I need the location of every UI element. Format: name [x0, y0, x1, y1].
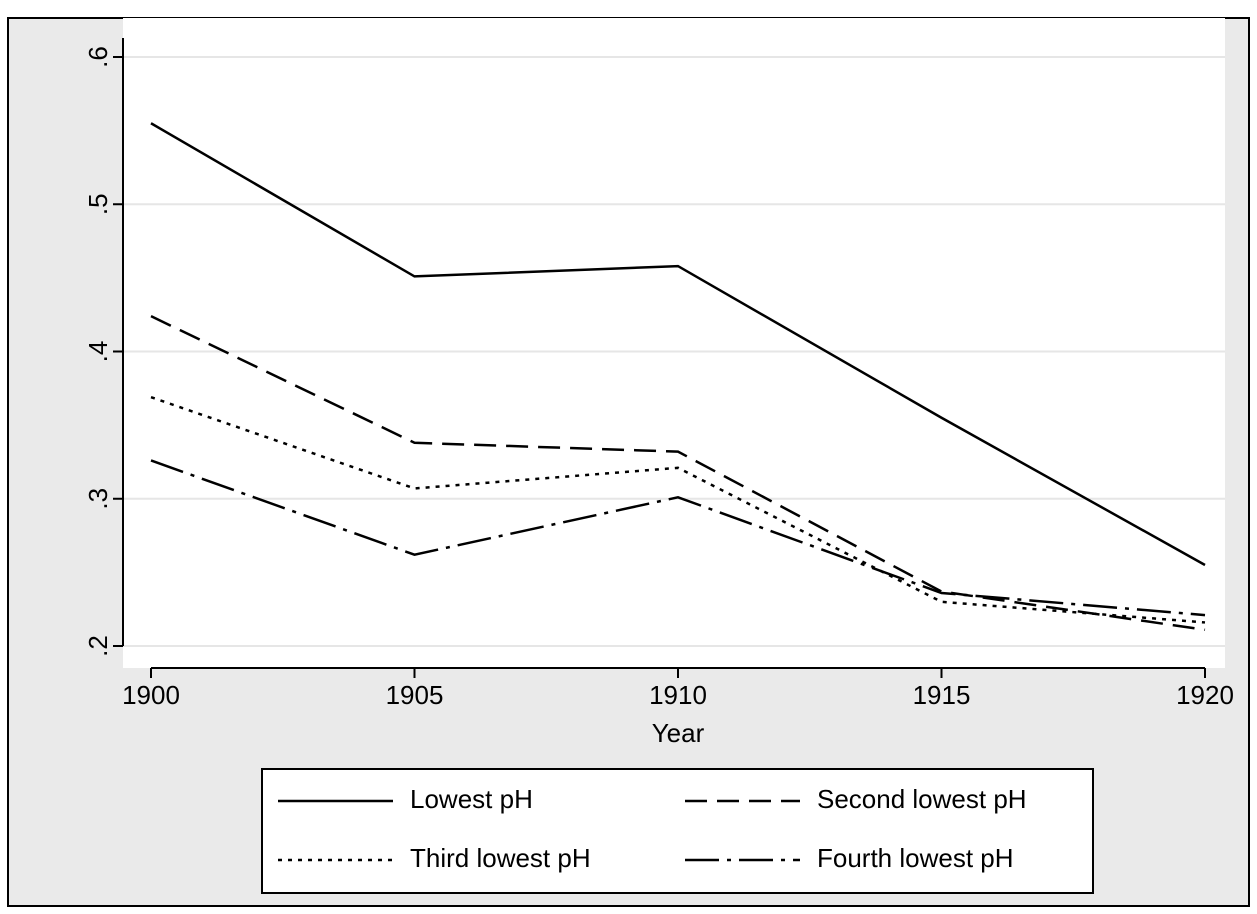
plot-area [123, 18, 1225, 668]
x-tick-label: 1900 [122, 680, 180, 710]
series-line [150, 395, 1206, 624]
x-tick-label: 1920 [1176, 680, 1234, 710]
legend-label: Second lowest pH [817, 784, 1027, 814]
series-line [150, 122, 1206, 567]
legend-label: Lowest pH [410, 784, 533, 814]
legend-box [261, 768, 1094, 894]
x-tick-label: 1910 [649, 680, 707, 710]
y-tick-label: .2 [83, 635, 113, 657]
series-line [150, 315, 1206, 632]
y-tick-label: .6 [83, 46, 113, 68]
x-tick-label: 1915 [913, 680, 971, 710]
legend-label: Third lowest pH [410, 843, 591, 873]
x-axis-label: Year [652, 718, 705, 748]
y-tick-label: .5 [83, 193, 113, 215]
x-tick-label: 1905 [386, 680, 444, 710]
y-tick-label: .3 [83, 488, 113, 510]
y-tick-label: .4 [83, 341, 113, 363]
legend-label: Fourth lowest pH [817, 843, 1014, 873]
series-line [150, 459, 1206, 617]
